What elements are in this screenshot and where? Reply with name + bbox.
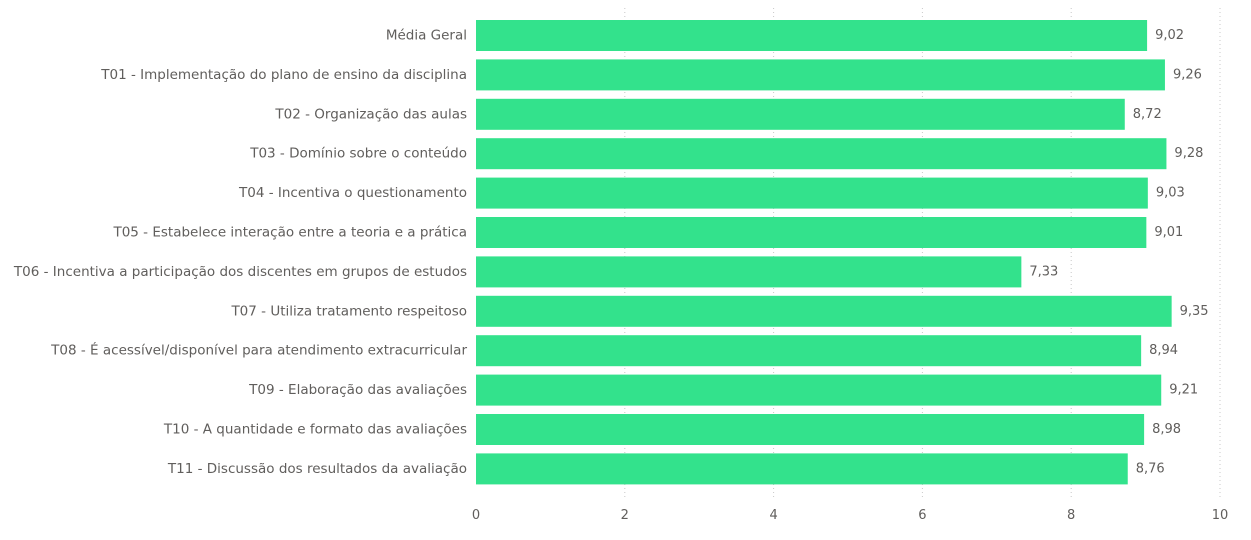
category-label: T03 - Domínio sobre o conteúdo [249, 146, 467, 162]
category-label: T02 - Organização das aulas [274, 106, 467, 122]
bar[interactable] [476, 453, 1128, 485]
data-label: 8,72 [1133, 107, 1162, 122]
bar[interactable] [476, 217, 1147, 248]
x-tick-label: 6 [918, 508, 926, 523]
data-label: 8,98 [1152, 422, 1181, 437]
data-label: 9,03 [1156, 186, 1185, 201]
bar[interactable] [476, 335, 1142, 367]
category-label: T08 - É acessível/disponível para atendi… [50, 342, 467, 359]
category-label: T07 - Utiliza tratamento respeitoso [230, 303, 467, 319]
category-label: Média Geral [386, 28, 467, 44]
bar[interactable] [476, 20, 1148, 51]
data-label: 7,33 [1029, 264, 1058, 279]
data-label: 9,02 [1155, 28, 1184, 43]
category-label: T01 - Implementação do plano de ensino d… [100, 67, 467, 83]
x-tick-label: 0 [472, 508, 480, 523]
category-label: T04 - Incentiva o questionamento [238, 185, 467, 201]
bar[interactable] [476, 98, 1125, 130]
category-label: T06 - Incentiva a participação dos disce… [13, 264, 467, 280]
x-tick-label: 4 [769, 508, 777, 523]
x-tick-label: 2 [621, 508, 629, 523]
bar[interactable] [476, 295, 1172, 327]
data-label: 8,76 [1136, 461, 1165, 476]
category-label: T11 - Discussão dos resultados da avalia… [167, 461, 467, 477]
category-labels: Média Geral T01 - Implementação do plano … [13, 28, 468, 477]
data-label: 9,21 [1169, 383, 1198, 398]
bars [476, 20, 1172, 485]
x-axis-ticks: 0 2 4 6 8 10 [472, 508, 1228, 523]
category-label: T09 - Elaboração das avaliações [248, 382, 467, 398]
data-label: 9,35 [1180, 304, 1209, 319]
bar[interactable] [476, 177, 1148, 209]
x-tick-label: 8 [1067, 508, 1075, 523]
data-label: 8,94 [1149, 343, 1178, 358]
data-label: 9,26 [1173, 67, 1202, 82]
category-label: T05 - Estabelece interação entre a teori… [112, 225, 467, 241]
bar[interactable] [476, 374, 1162, 406]
bar[interactable] [476, 59, 1165, 91]
data-label: 9,01 [1154, 225, 1183, 240]
bar[interactable] [476, 256, 1022, 288]
x-tick-label: 10 [1212, 508, 1229, 523]
data-label: 9,28 [1174, 146, 1203, 161]
value-labels: 9,02 9,26 8,72 9,28 9,03 9,01 7,33 9,35 8,94 9,21… [1029, 28, 1208, 476]
bar[interactable] [476, 414, 1145, 445]
bar[interactable] [476, 138, 1167, 170]
category-label: T10 - A quantidade e formato das avaliaç… [163, 422, 467, 438]
